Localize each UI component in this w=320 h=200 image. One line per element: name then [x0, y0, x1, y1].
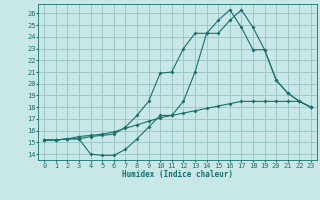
- X-axis label: Humidex (Indice chaleur): Humidex (Indice chaleur): [122, 170, 233, 179]
